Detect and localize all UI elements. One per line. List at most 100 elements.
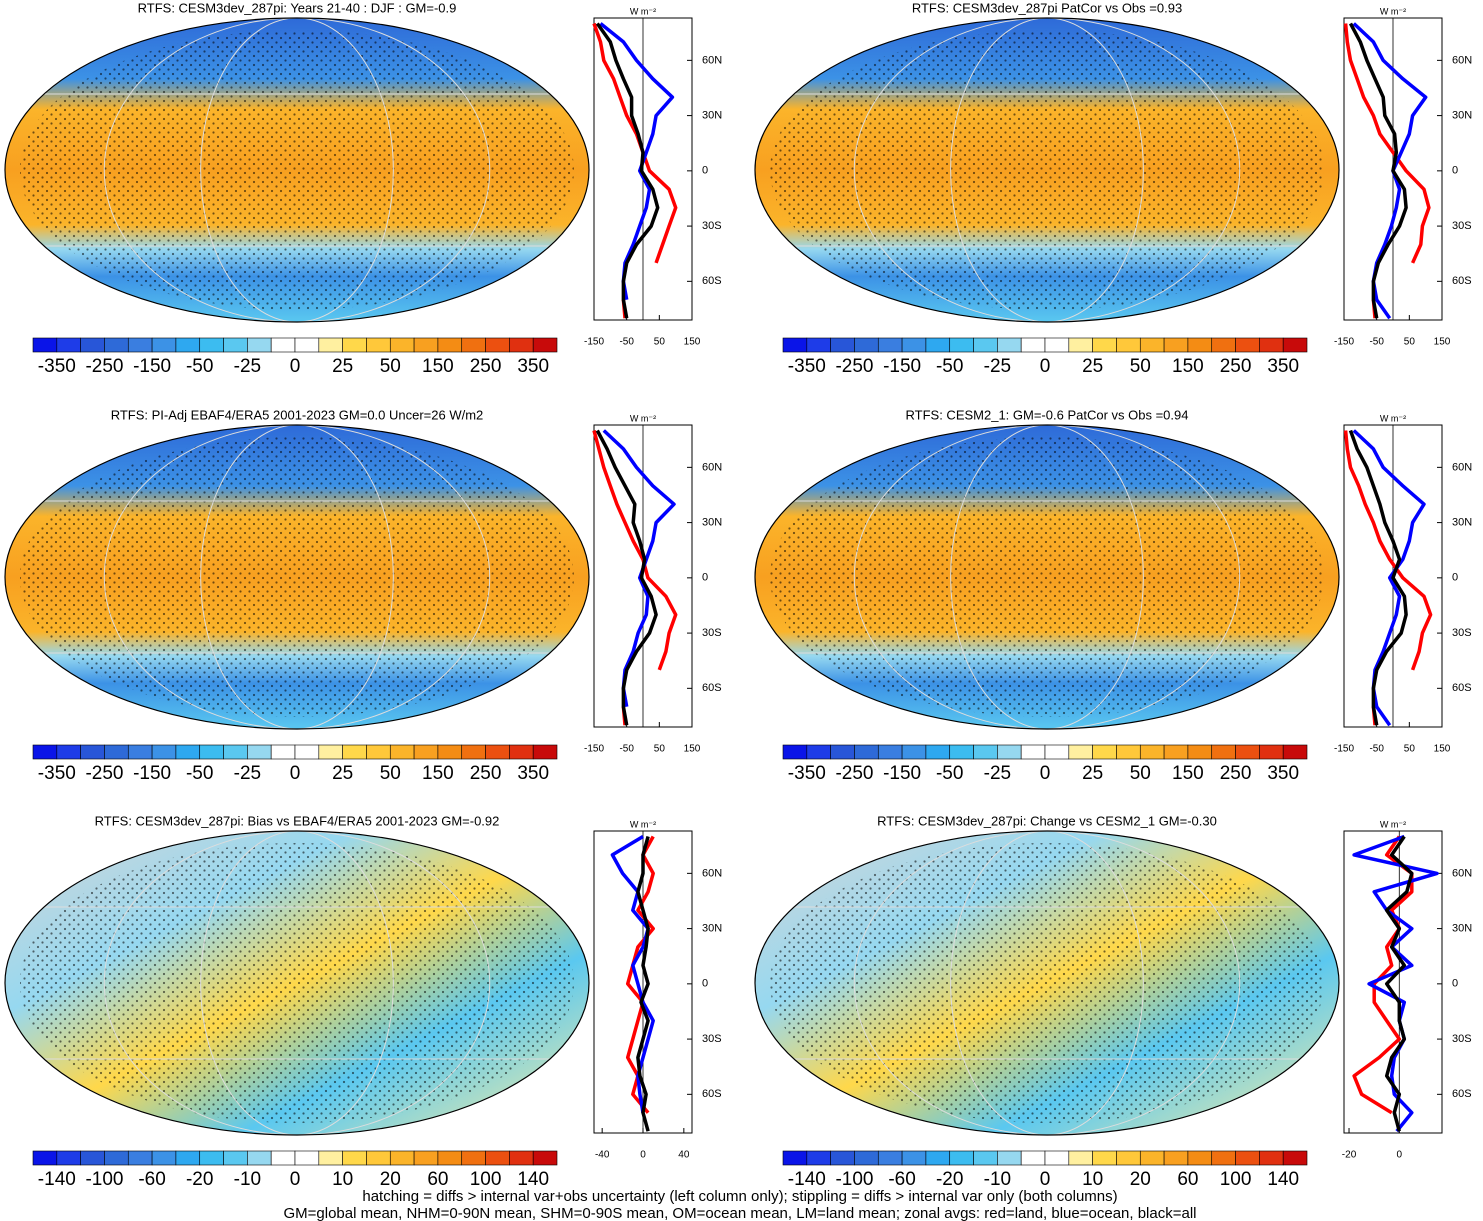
zonal-line	[595, 22, 660, 319]
colorbar-box	[318, 1150, 343, 1166]
colorbar-label: -350	[38, 356, 76, 377]
colorbar-box	[1139, 1150, 1165, 1166]
colorbar-label: 50	[380, 763, 401, 784]
colorbar-box	[199, 337, 224, 353]
colorbar-box	[973, 337, 998, 353]
y-tick-label: 30S	[1452, 220, 1472, 232]
colorbar-box	[413, 1150, 439, 1166]
colorbar-label: -50	[186, 356, 213, 377]
colorbar-box	[973, 1150, 998, 1166]
colorbar-label: -60	[138, 1169, 165, 1190]
x-axis-label: W m⁻²	[1380, 6, 1406, 16]
colorbar-box	[32, 744, 58, 760]
colorbar-label: -150	[883, 356, 921, 377]
x-axis-label: W m⁻²	[1380, 413, 1406, 423]
colorbar-label: -250	[85, 763, 123, 784]
colorbar-label: -10	[984, 1169, 1011, 1190]
colorbar-box	[1116, 337, 1141, 353]
colorbar-box	[997, 337, 1022, 353]
colorbar-box	[1116, 1150, 1141, 1166]
colorbar-box	[854, 1150, 879, 1166]
colorbar-label: 0	[1040, 1169, 1051, 1190]
y-tick-label: 60N	[1452, 461, 1472, 473]
map-border	[4, 424, 590, 730]
colorbar-box	[925, 337, 951, 353]
colorbar-label: 25	[332, 356, 353, 377]
colorbar-label: 0	[1040, 763, 1051, 784]
colorbar-label: 250	[1220, 356, 1252, 377]
y-tick-label: 60S	[702, 682, 722, 694]
colorbar-box	[294, 744, 320, 760]
colorbar-label: 250	[470, 356, 502, 377]
colorbar-label: 50	[1130, 763, 1151, 784]
y-tick-label: 60S	[1452, 1088, 1472, 1100]
colorbar-box	[199, 1150, 224, 1166]
y-tick-label: 60N	[702, 461, 722, 473]
colorbar-box	[223, 337, 248, 353]
y-tick-label: 60S	[1452, 682, 1472, 694]
colorbar-box	[509, 744, 534, 760]
colorbar-label: 10	[332, 1169, 353, 1190]
footnote: hatching = diffs > internal var+obs unce…	[362, 1188, 1117, 1205]
colorbar-label: 0	[290, 1169, 301, 1190]
colorbar-box	[318, 744, 343, 760]
colorbar-box	[997, 744, 1022, 760]
map-border	[754, 424, 1340, 730]
colorbar-label: 25	[1082, 356, 1103, 377]
colorbar-label: -250	[835, 763, 873, 784]
zonal-line	[592, 22, 678, 319]
colorbar-label: 25	[332, 763, 353, 784]
colorbar-box	[104, 744, 129, 760]
map-border	[4, 17, 590, 323]
colorbar-box	[413, 337, 439, 353]
map-border	[754, 17, 1340, 323]
colorbar-box	[1282, 337, 1308, 353]
colorbar-label: -350	[38, 763, 76, 784]
y-tick-label: 30N	[702, 517, 722, 529]
x-tick-label: 150	[1434, 337, 1451, 348]
colorbar-label: 20	[380, 1169, 401, 1190]
colorbar-box	[1235, 1150, 1260, 1166]
x-axis-label: W m⁻²	[630, 413, 656, 423]
colorbar-label: -60	[888, 1169, 915, 1190]
colorbar-label: -250	[835, 356, 873, 377]
zonal-line	[1384, 835, 1414, 1132]
colorbar-box	[1259, 337, 1284, 353]
colorbar-box	[485, 337, 510, 353]
y-tick-label: 0	[702, 572, 708, 584]
colorbar-box	[342, 744, 367, 760]
colorbar-box	[461, 337, 486, 353]
colorbar-box	[247, 744, 272, 760]
colorbar-box	[223, 744, 248, 760]
zonal-line	[599, 22, 675, 301]
stippling	[770, 843, 1324, 1123]
colorbar-box	[1020, 744, 1046, 760]
colorbar-box	[1163, 1150, 1189, 1166]
colorbar-box	[532, 744, 558, 760]
colorbar-label: -50	[936, 356, 963, 377]
colorbar-box	[949, 744, 974, 760]
stippling	[770, 30, 1324, 310]
colorbar-box	[877, 744, 903, 760]
colorbar-box	[1163, 744, 1189, 760]
y-tick-label: 60N	[1452, 54, 1472, 66]
colorbar-box	[270, 744, 296, 760]
colorbar-label: -50	[186, 763, 213, 784]
colorbar-box	[925, 744, 951, 760]
y-tick-label: 60S	[702, 1088, 722, 1100]
colorbar-box	[1211, 337, 1236, 353]
x-tick-label: 50	[654, 337, 666, 348]
colorbar-box	[901, 1150, 927, 1166]
colorbar-box	[389, 337, 415, 353]
colorbar-box	[437, 744, 463, 760]
map-title: RTFS: CESM3dev_287pi PatCor vs Obs =0.93	[912, 0, 1182, 15]
colorbar-label: 140	[1267, 1169, 1299, 1190]
colorbar-box	[223, 1150, 248, 1166]
y-tick-label: 60S	[702, 275, 722, 287]
colorbar-label: 60	[427, 1169, 448, 1190]
colorbar-box	[1092, 337, 1117, 353]
colorbar-label: 60	[1177, 1169, 1198, 1190]
colorbar-box	[199, 744, 224, 760]
colorbar-label: 350	[1267, 356, 1299, 377]
colorbar-box	[1044, 1150, 1070, 1166]
